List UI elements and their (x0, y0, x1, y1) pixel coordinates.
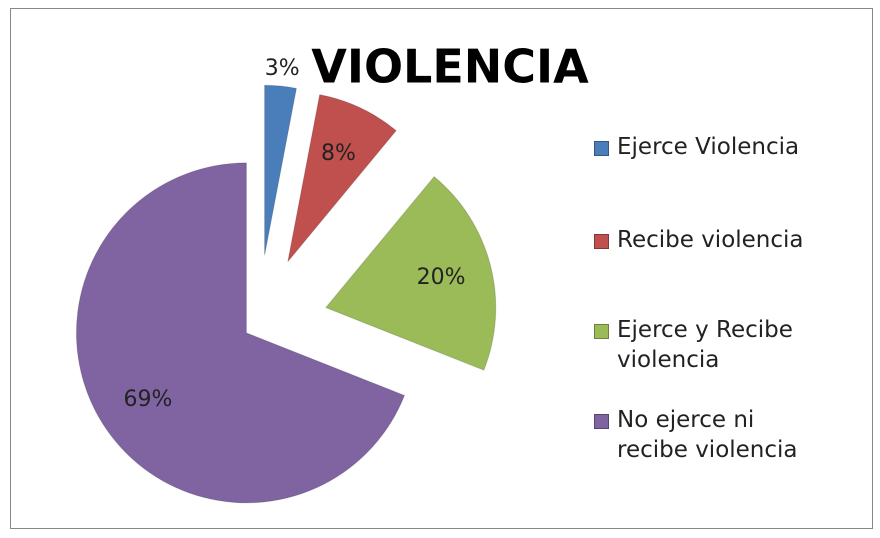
pie-slice (287, 94, 397, 262)
legend-entry: Ejerce y Recibe violencia (594, 315, 824, 375)
data-label: 69% (124, 387, 173, 412)
legend-entry: Ejerce Violencia (594, 132, 824, 162)
pie-slice (324, 175, 497, 371)
data-label: 3% (265, 56, 300, 81)
legend-swatch (594, 324, 609, 339)
legend-entry: Recibe violencia (594, 225, 824, 255)
data-label: 20% (417, 265, 466, 290)
legend-label: No ejerce ni recibe violencia (617, 407, 798, 463)
legend-swatch (594, 234, 609, 249)
legend-swatch (594, 414, 609, 429)
pie-slice (264, 84, 298, 256)
pie-slice (75, 162, 406, 504)
chart-title: VIOLENCIA (311, 40, 589, 94)
legend-swatch (594, 141, 609, 156)
data-label: 8% (321, 141, 356, 166)
legend-label: Recibe violencia (617, 227, 804, 253)
legend-label: Ejerce y Recibe violencia (617, 317, 793, 373)
legend-entry: No ejerce ni recibe violencia (594, 405, 824, 465)
legend-label: Ejerce Violencia (617, 134, 800, 160)
